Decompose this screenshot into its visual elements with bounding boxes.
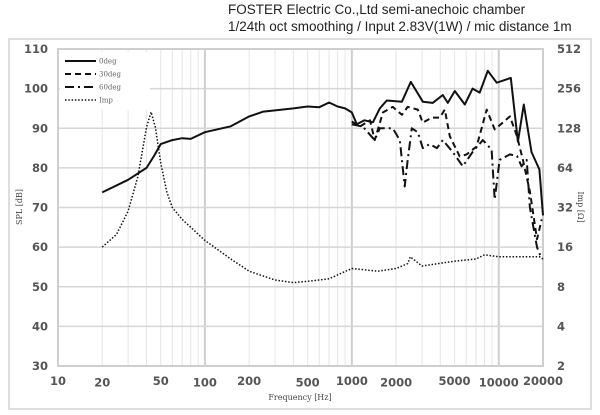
y-tick-label: 90 [32,121,48,135]
series-line-60deg [351,123,543,260]
y2-tick-label: 128 [557,121,581,135]
y2-tick-label: 2 [557,359,565,373]
series-lines [101,69,544,284]
legend-label: 30deg [99,71,122,79]
y-tick-label: 60 [32,240,48,254]
y-tick-label: 110 [24,42,48,56]
y-tick-label: 50 [32,280,48,294]
chart-frame [8,38,592,410]
tick-labels: 10 20 50 100 200 500 1000 2000 5000 10000 20000 30 4… [24,42,581,390]
series-line-imp [101,111,544,284]
series-line-30deg [351,105,543,241]
series-line-0deg [101,69,544,216]
x-tick-label: 50 [153,374,169,388]
y2-tick-label: 512 [557,42,581,56]
x-tick-label: 20000 [523,374,563,388]
x-tick-label: 10 [50,374,66,388]
y2-tick-label: 64 [557,161,573,175]
y2-tick-label: 32 [557,201,573,215]
y2-tick-label: 16 [557,240,573,254]
y-axis-label: SPL [dB] [15,189,24,225]
x-tick-label: 10000 [479,376,519,390]
x-tick-label: 200 [237,374,261,388]
y2-tick-label: 4 [557,319,565,333]
x-tick-label: 500 [296,376,320,390]
legend-label: 60deg [99,84,122,92]
grid [57,48,544,367]
x-tick-label: 1000 [336,374,368,388]
x-tick-label: 100 [193,376,217,390]
y-tick-label: 80 [32,161,48,175]
y2-tick-label: 256 [557,82,581,96]
legend-label: Imp [99,97,113,105]
y-tick-label: 100 [24,82,48,96]
y-tick-label: 70 [32,201,48,215]
legend: 0deg 30deg 60deg Imp [60,52,150,110]
y2-axis-label: Imp [Ω] [576,191,585,222]
legend-label: 0deg [99,58,117,66]
x-axis-label: Frequency [Hz] [268,393,331,402]
chart-title-line-2: 1/24th oct smoothing / Input 2.83V(1W) /… [228,19,572,34]
y2-tick-label: 8 [557,280,565,294]
x-tick-label: 2000 [380,376,412,390]
x-tick-label: 5000 [439,374,471,388]
y-tick-label: 40 [32,319,48,333]
chart-title-line-1: FOSTER Electric Co.,Ltd semi-anechoic ch… [228,2,526,17]
x-tick-label: 20 [94,376,110,390]
y-tick-label: 30 [32,359,48,373]
